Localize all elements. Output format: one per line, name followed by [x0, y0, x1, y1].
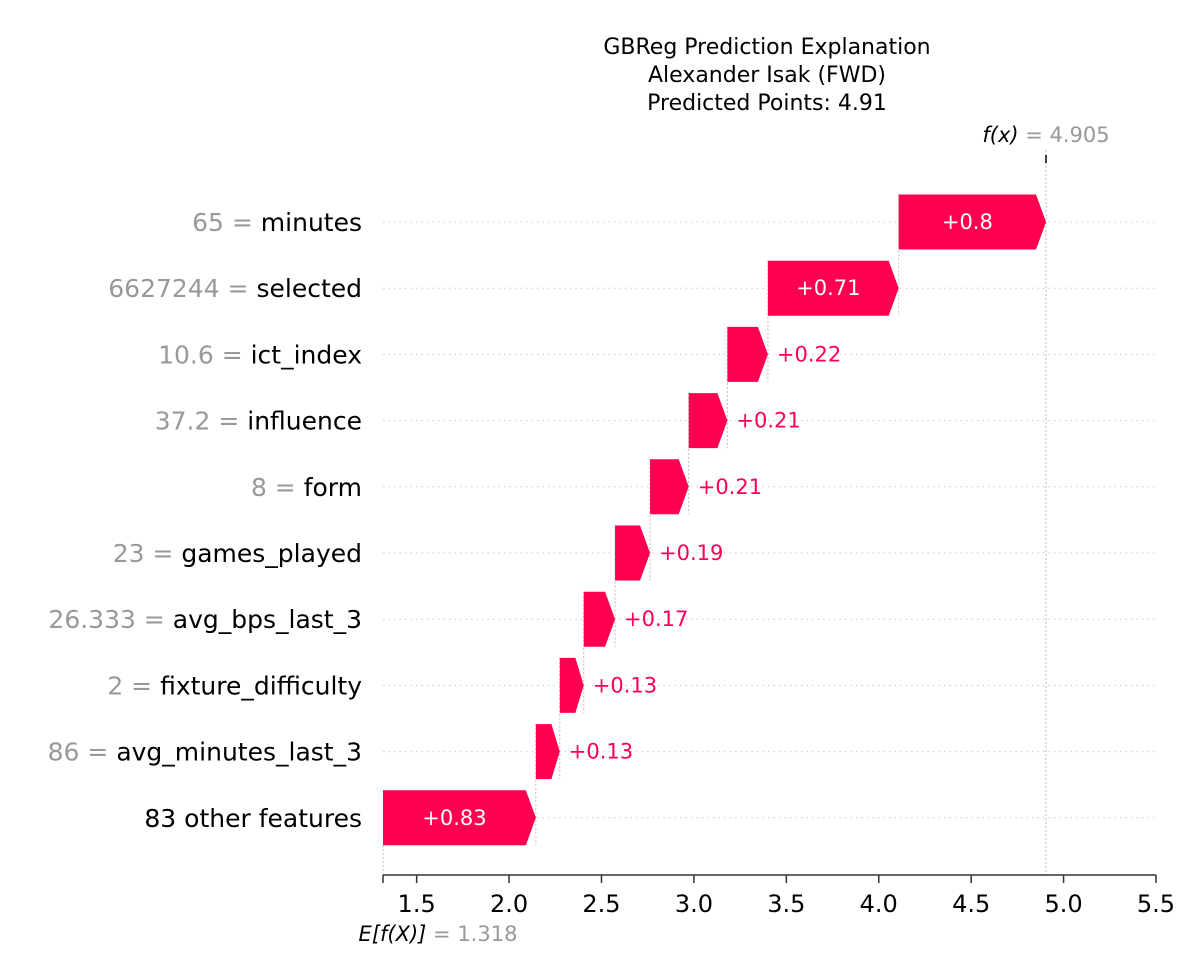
feature-name: influence	[247, 407, 362, 436]
bar-value-label: +0.13	[569, 740, 633, 764]
bar-value-label: +0.22	[777, 342, 841, 366]
x-tick-label: 4.5	[952, 890, 990, 918]
base-value-label: E[f(X)] = 1.318	[359, 922, 518, 946]
x-tick-label: 5.5	[1137, 890, 1175, 918]
feature-value: 23 =	[113, 539, 182, 568]
feature-value: 2 =	[107, 671, 160, 700]
base-value-label-value: = 1.318	[426, 922, 517, 946]
shap-bar	[767, 260, 899, 316]
chart-title-line: GBReg Prediction Explanation	[603, 35, 930, 60]
feature-value: 26.333 =	[48, 605, 172, 634]
x-tick-label: 5.0	[1044, 890, 1082, 918]
shap-bar	[559, 657, 584, 713]
feature-value: 37.2 =	[155, 407, 248, 436]
feature-label: 83 other features	[144, 804, 362, 833]
feature-value: 86 =	[48, 738, 117, 767]
feature-value: 65 =	[192, 208, 261, 237]
feature-label: 10.6 = ict_index	[158, 340, 362, 369]
bar-value-label: +0.8	[942, 210, 993, 234]
x-tick-label: 3.5	[767, 890, 805, 918]
feature-label: 37.2 = influence	[155, 407, 362, 436]
bar-value-label: +0.21	[736, 409, 800, 433]
shap-bar	[383, 790, 536, 846]
x-tick-label: 1.5	[398, 890, 436, 918]
output-value-label-expression: f(x)	[982, 123, 1018, 147]
feature-name: avg_bps_last_3	[173, 605, 362, 634]
shap-bar	[535, 724, 560, 780]
shap-bar	[583, 591, 616, 647]
x-tick-label: 2.0	[490, 890, 528, 918]
feature-label: 26.333 = avg_bps_last_3	[48, 605, 362, 634]
shap-bar	[688, 393, 728, 449]
output-value-label: f(x) = 4.905	[982, 123, 1109, 147]
feature-label: 2 = fixture_difficulty	[107, 671, 362, 700]
bar-value-label: +0.17	[624, 607, 688, 631]
feature-label: 8 = form	[251, 473, 362, 502]
feature-name: ict_index	[251, 340, 362, 369]
feature-value: 10.6 =	[158, 340, 251, 369]
x-tick-label: 4.0	[860, 890, 898, 918]
chart-title-line: Predicted Points: 4.91	[647, 91, 887, 116]
bar-value-label: +0.13	[593, 673, 657, 697]
feature-name: avg_minutes_last_3	[116, 738, 362, 767]
shap-bar	[650, 459, 689, 515]
bar-value-label: +0.83	[422, 806, 486, 830]
feature-label: 65 = minutes	[192, 208, 362, 237]
feature-label: 6627244 = selected	[108, 274, 362, 303]
feature-label: 23 = games_played	[113, 539, 362, 568]
chart-title-line: Alexander Isak (FWD)	[648, 63, 886, 88]
bar-value-label: +0.21	[698, 475, 762, 499]
bar-value-label: +0.71	[796, 276, 860, 300]
feature-name: form	[304, 473, 362, 502]
x-tick-label: 3.0	[675, 890, 713, 918]
bar-value-label: +0.19	[659, 541, 723, 565]
shap-bar	[898, 194, 1047, 250]
feature-name: 83 other features	[144, 804, 362, 833]
feature-name: games_played	[181, 539, 362, 568]
feature-value: 8 =	[251, 473, 304, 502]
feature-name: minutes	[261, 208, 362, 237]
feature-value: 6627244 =	[108, 274, 256, 303]
base-value-label-expression: E[f(X)]	[359, 922, 427, 946]
shap-bar	[727, 326, 768, 382]
feature-label: 86 = avg_minutes_last_3	[48, 738, 362, 767]
shap-bar	[615, 525, 651, 581]
x-tick-label: 2.5	[582, 890, 620, 918]
feature-name: fixture_difficulty	[160, 671, 362, 700]
feature-name: selected	[256, 274, 362, 303]
output-value-label-value: = 4.905	[1019, 123, 1110, 147]
